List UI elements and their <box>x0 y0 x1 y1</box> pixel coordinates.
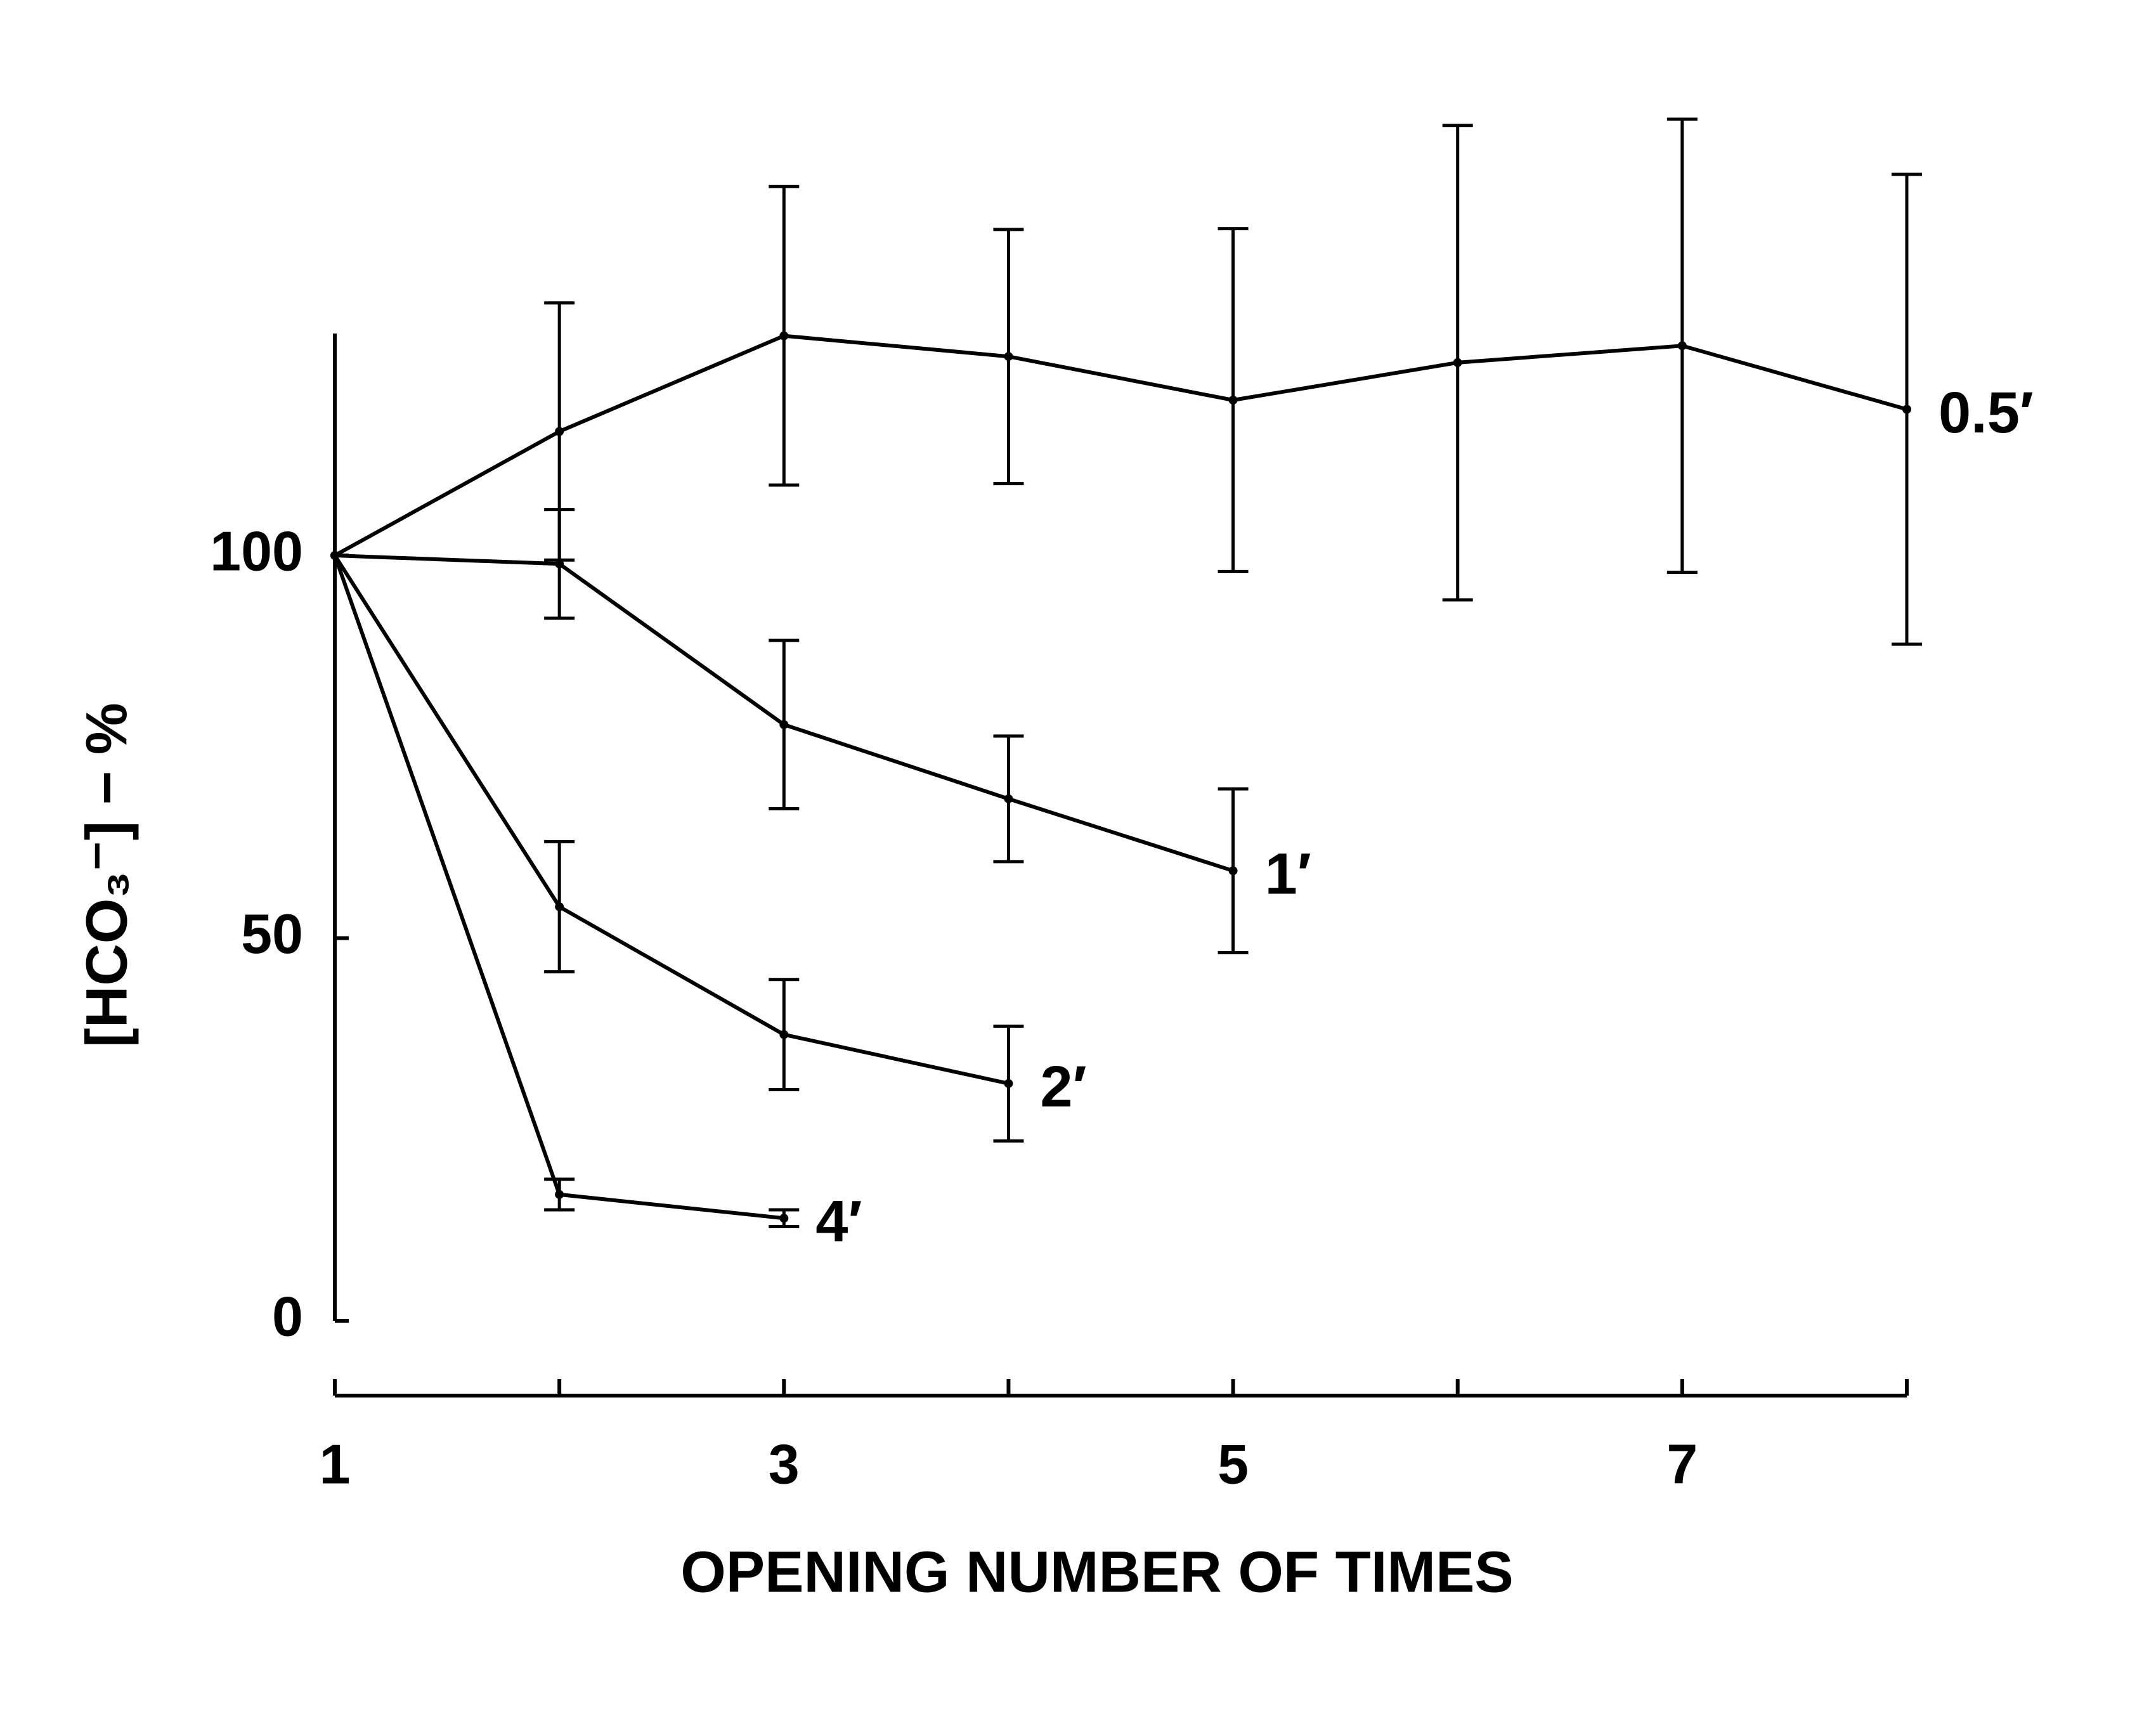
x-tick-label: 5 <box>1218 1432 1249 1495</box>
y-tick-label: 0 <box>272 1285 303 1347</box>
series-line <box>333 554 1010 1086</box>
error-bar <box>993 734 1024 864</box>
error-bar <box>1666 117 1698 574</box>
series-line <box>334 334 1907 557</box>
error-bar <box>1892 172 1922 646</box>
error-bar <box>993 1024 1024 1143</box>
error-bar <box>544 1177 575 1212</box>
error-bar <box>1218 787 1249 954</box>
series-label: 0.5′ <box>1938 380 2034 445</box>
error-bar <box>769 978 800 1091</box>
data-point <box>330 551 339 561</box>
error-bar <box>1218 227 1249 573</box>
error-bar <box>1442 124 1473 602</box>
error-bar <box>544 508 575 620</box>
x-tick-label: 3 <box>769 1432 800 1495</box>
x-tick-label: 7 <box>1666 1432 1698 1495</box>
x-tick-label: 1 <box>320 1432 351 1495</box>
error-bar <box>993 228 1024 486</box>
series-label: 1′ <box>1265 842 1311 907</box>
y-tick-label: 50 <box>241 902 303 965</box>
y-tick-label: 100 <box>210 519 303 582</box>
x-axis-title: OPENING NUMBER OF TIMES <box>680 1540 1514 1604</box>
series-label: 2′ <box>1040 1054 1086 1119</box>
error-bar <box>769 639 800 811</box>
error-bar <box>769 1208 800 1229</box>
series-label: 4′ <box>815 1190 862 1254</box>
error-bar <box>769 185 800 487</box>
y-axis-title: [HCO₃⁻] − % <box>74 703 139 1047</box>
error-bar <box>544 840 575 974</box>
